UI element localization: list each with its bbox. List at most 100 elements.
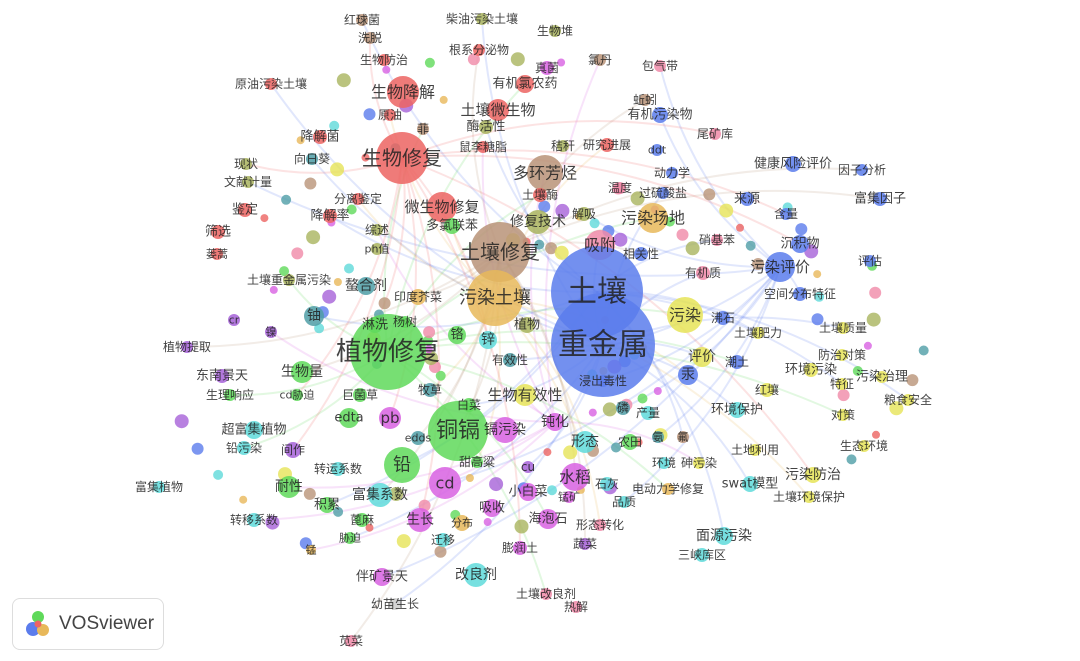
network-node[interactable] — [667, 297, 703, 333]
network-node-unlabeled[interactable] — [363, 108, 376, 121]
network-node-unlabeled[interactable] — [281, 194, 292, 205]
network-node[interactable] — [634, 247, 648, 261]
node-label[interactable]: 多氯联苯 — [426, 218, 478, 234]
network-node[interactable] — [278, 476, 300, 498]
network-node[interactable] — [245, 421, 263, 439]
node-label[interactable]: 包气带 — [642, 58, 678, 73]
node-label[interactable]: 热解 — [564, 600, 588, 614]
network-node[interactable] — [618, 496, 630, 508]
network-node[interactable] — [709, 128, 721, 140]
network-node[interactable] — [577, 207, 591, 221]
network-node[interactable] — [742, 476, 758, 492]
network-node[interactable] — [873, 192, 887, 206]
network-node-unlabeled[interactable] — [613, 232, 628, 247]
node-label[interactable]: 铀 — [307, 308, 321, 324]
network-node[interactable] — [516, 75, 534, 93]
node-label[interactable]: 环境保护 — [711, 403, 763, 418]
node-label[interactable]: 研究进展 — [583, 137, 631, 152]
network-node-unlabeled[interactable] — [547, 485, 557, 496]
node-label[interactable]: 植物 — [514, 318, 540, 333]
node-label[interactable]: 相关性 — [623, 247, 659, 261]
node-label[interactable]: 分布 — [451, 517, 473, 530]
network-node[interactable] — [487, 99, 509, 121]
network-node[interactable] — [492, 417, 518, 443]
network-node-unlabeled[interactable] — [637, 393, 648, 404]
network-node[interactable] — [540, 61, 554, 75]
network-node[interactable] — [479, 120, 493, 134]
network-node[interactable] — [247, 513, 261, 527]
network-node[interactable] — [876, 371, 888, 383]
network-node-unlabeled[interactable] — [291, 247, 304, 260]
node-label[interactable]: 锌 — [481, 332, 495, 348]
node-label[interactable]: cd胁迫 — [279, 388, 314, 402]
network-node[interactable] — [306, 545, 316, 555]
network-node[interactable] — [389, 598, 401, 610]
network-node[interactable] — [350, 314, 426, 390]
network-node[interactable] — [353, 388, 367, 402]
node-label[interactable]: 鉴定 — [232, 203, 258, 218]
network-node[interactable] — [662, 483, 674, 495]
node-label[interactable]: 环境污染 — [785, 363, 837, 378]
network-node[interactable] — [378, 54, 390, 66]
node-label[interactable]: 评估 — [858, 254, 882, 268]
network-node[interactable] — [319, 497, 335, 513]
network-node[interactable] — [429, 467, 461, 499]
network-node-unlabeled[interactable] — [303, 487, 316, 500]
node-label[interactable]: 污染 — [669, 306, 701, 325]
network-node-unlabeled[interactable] — [545, 242, 558, 255]
network-node-unlabeled[interactable] — [588, 408, 597, 417]
node-label[interactable]: 筛选 — [205, 225, 231, 240]
network-node[interactable] — [379, 407, 401, 429]
network-node[interactable] — [805, 467, 821, 483]
node-label[interactable]: 降解菌 — [300, 130, 339, 145]
network-node-unlabeled[interactable] — [685, 241, 700, 256]
network-node-unlabeled[interactable] — [424, 345, 433, 354]
network-node-unlabeled[interactable] — [389, 487, 404, 501]
node-label[interactable]: 吸附 — [584, 236, 616, 255]
node-label[interactable]: edta — [334, 411, 363, 426]
node-label[interactable]: 印度芥菜 — [394, 289, 442, 304]
node-label[interactable]: 面源污染 — [696, 528, 752, 544]
network-node[interactable] — [242, 176, 254, 188]
network-node[interactable] — [291, 389, 303, 401]
network-node[interactable] — [858, 440, 870, 452]
network-node-unlabeled[interactable] — [382, 65, 391, 74]
node-label[interactable]: 红壤 — [755, 382, 779, 397]
network-node[interactable] — [371, 224, 383, 236]
network-node-unlabeled[interactable] — [239, 495, 248, 504]
network-node[interactable] — [803, 491, 815, 503]
network-node[interactable] — [546, 413, 564, 431]
node-label[interactable]: 巨菌草 — [342, 388, 378, 402]
network-node-unlabeled[interactable] — [483, 518, 492, 526]
network-node-unlabeled[interactable] — [314, 323, 325, 334]
node-label[interactable]: 氟 — [678, 431, 689, 444]
node-label[interactable]: 耐性 — [275, 479, 303, 495]
network-node-unlabeled[interactable] — [653, 387, 662, 395]
network-node-unlabeled[interactable] — [611, 442, 621, 453]
network-node-unlabeled[interactable] — [534, 239, 545, 250]
network-node[interactable] — [765, 252, 795, 282]
network-node[interactable] — [285, 442, 301, 458]
network-node-unlabeled[interactable] — [346, 204, 357, 215]
node-label[interactable]: 土壤酶 — [522, 187, 558, 202]
node-label[interactable]: 土壤质量 — [819, 320, 867, 335]
network-node-unlabeled[interactable] — [703, 188, 716, 201]
node-label[interactable]: 蚯蚓 — [633, 92, 657, 107]
network-node[interactable] — [749, 444, 761, 456]
node-label[interactable]: 有机氯农药 — [492, 77, 557, 92]
node-label[interactable]: 品质 — [612, 495, 636, 509]
node-label[interactable]: 健康风险评价 — [754, 156, 832, 172]
node-label[interactable]: 对策 — [831, 408, 855, 422]
node-label[interactable]: 粮食安全 — [884, 392, 932, 407]
network-node[interactable] — [331, 462, 345, 476]
network-node-unlabeled[interactable] — [837, 389, 850, 402]
node-label[interactable]: 多环芳烃 — [513, 164, 577, 183]
network-node[interactable] — [304, 306, 324, 326]
network-node[interactable] — [657, 187, 669, 199]
node-label[interactable]: 有效性 — [492, 352, 528, 367]
network-node[interactable] — [228, 314, 240, 326]
node-label[interactable]: 土壤微生物 — [460, 101, 535, 119]
network-node[interactable] — [597, 375, 609, 387]
node-label[interactable]: 膨润土 — [502, 541, 538, 555]
network-node[interactable] — [658, 457, 670, 469]
